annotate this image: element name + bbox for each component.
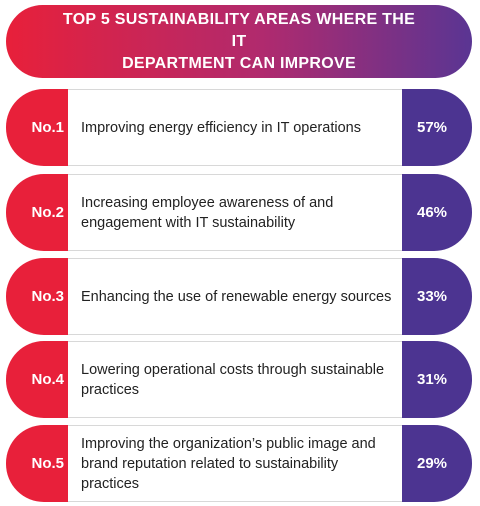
area-description: Lowering operational costs through susta… bbox=[81, 361, 385, 398]
area-description-cell: Improving the organization’s public imag… bbox=[68, 425, 402, 502]
rank-label: No.5 bbox=[6, 425, 68, 502]
area-description-cell: Increasing employee awareness of and eng… bbox=[68, 174, 402, 251]
percentage-value: 29% bbox=[402, 425, 472, 502]
area-description-cell: Enhancing the use of renewable energy so… bbox=[68, 258, 402, 335]
ranking-row: No.3 Enhancing the use of renewable energ… bbox=[6, 258, 472, 335]
area-description: Improving energy efficiency in IT operat… bbox=[81, 119, 361, 136]
header-banner: TOP 5 SUSTAINABILITY AREAS WHERE THE IT … bbox=[6, 5, 472, 78]
ranking-row: No.4 Lowering operational costs through s… bbox=[6, 341, 472, 418]
area-description-cell: Lowering operational costs through susta… bbox=[68, 341, 402, 418]
ranking-row: No.2 Increasing employee awareness of and… bbox=[6, 174, 472, 251]
area-description: Improving the organization’s public imag… bbox=[81, 435, 376, 492]
percentage-value: 31% bbox=[402, 341, 472, 418]
rank-label: No.1 bbox=[6, 89, 68, 166]
percentage-value: 57% bbox=[402, 89, 472, 166]
area-description-cell: Improving energy efficiency in IT operat… bbox=[68, 89, 402, 166]
percentage-value: 33% bbox=[402, 258, 472, 335]
chart-title: TOP 5 SUSTAINABILITY AREAS WHERE THE IT … bbox=[62, 10, 416, 72]
rank-label: No.4 bbox=[6, 341, 68, 418]
percentage-value: 46% bbox=[402, 174, 472, 251]
ranking-row: No.5 Improving the organization’s public … bbox=[6, 425, 472, 502]
rank-label: No.2 bbox=[6, 174, 68, 251]
ranking-row: No.1 Improving energy efficiency in IT op… bbox=[6, 89, 472, 166]
area-description: Enhancing the use of renewable energy so… bbox=[81, 288, 392, 305]
rank-label: No.3 bbox=[6, 258, 68, 335]
area-description: Increasing employee awareness of and eng… bbox=[81, 194, 334, 231]
